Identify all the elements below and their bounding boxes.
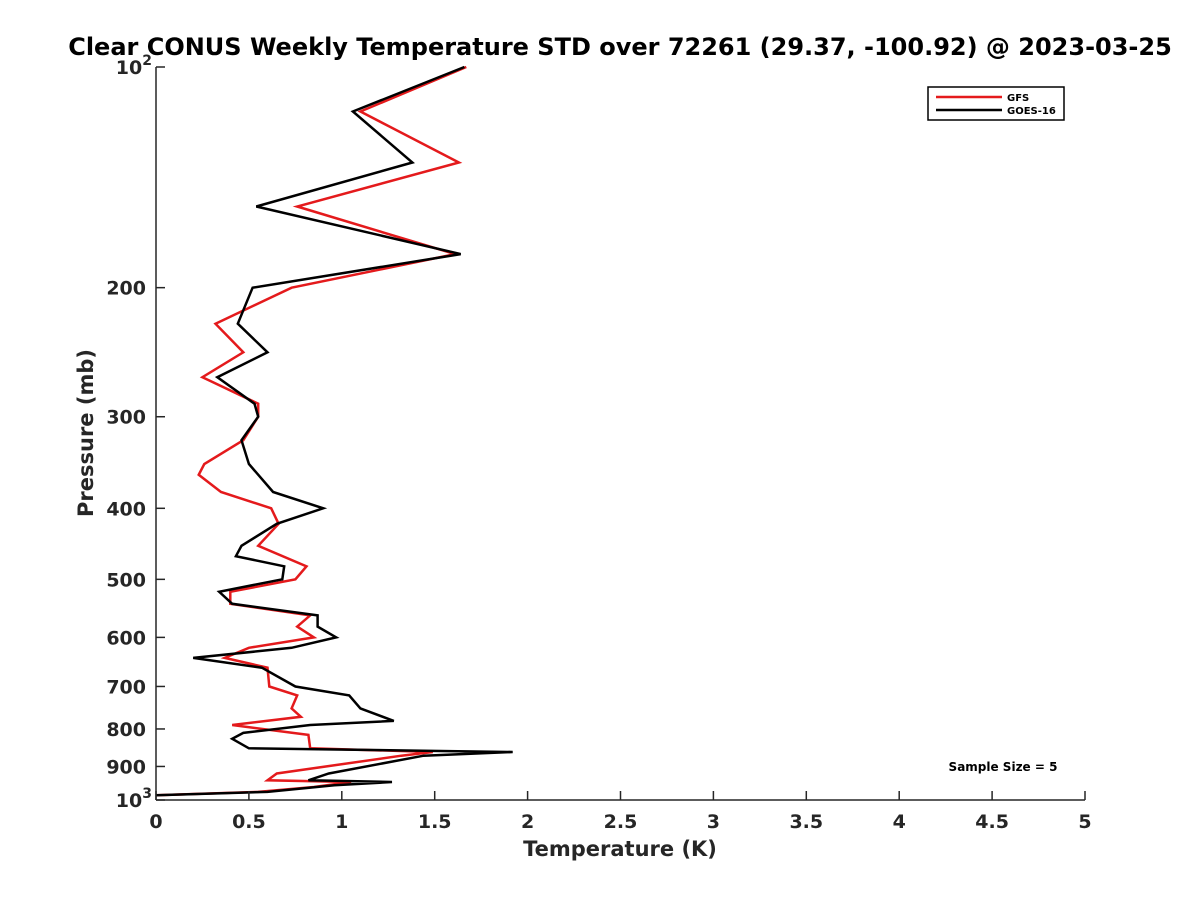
y-tick-label: 103 [116, 786, 152, 812]
x-tick-label: 0.5 [232, 811, 266, 833]
y-tick-label: 700 [106, 676, 146, 698]
legend-label: GOES-16 [1007, 106, 1056, 117]
y-tick-label: 800 [106, 719, 146, 741]
x-tick-label: 2.5 [604, 811, 638, 833]
x-tick-label: 4 [893, 811, 906, 833]
x-tick-label: 1 [335, 811, 348, 833]
y-tick-label: 102 [116, 53, 152, 79]
series-line-gfs [155, 65, 467, 797]
x-tick-label: 4.5 [975, 811, 1009, 833]
y-tick-label: 300 [106, 407, 146, 429]
x-tick-label: 1.5 [418, 811, 452, 833]
y-axis-label: Pressure (mb) [74, 349, 98, 517]
x-tick-label: 5 [1078, 811, 1091, 833]
y-tick-label: 500 [106, 569, 146, 591]
y-axis: 102 200 300 400 500 600 700 800 900 103 [106, 53, 165, 812]
x-tick-label: 3.5 [789, 811, 823, 833]
y-tick-label: 400 [106, 498, 146, 520]
x-tick-label: 2 [521, 811, 534, 833]
legend-box [927, 86, 1065, 121]
plot-area [155, 65, 513, 797]
chart-title: Clear CONUS Weekly Temperature STD over … [68, 33, 1172, 61]
chart-legend: GFS GOES-16 [927, 86, 1065, 121]
x-tick-label: 3 [707, 811, 720, 833]
series-line-goes-16 [155, 65, 513, 797]
x-tick-label: 0 [149, 811, 162, 833]
y-tick-label: 900 [106, 756, 146, 778]
legend-label: GFS [1007, 93, 1029, 104]
sample-size-annotation: Sample Size = 5 [949, 760, 1058, 774]
y-tick-label: 600 [106, 627, 146, 649]
x-axis: 0 0.5 1 1.5 2 2.5 3 3.5 4 4.5 5 [149, 791, 1092, 833]
y-tick-label: 200 [106, 278, 146, 300]
x-axis-label: Temperature (K) [523, 837, 717, 861]
